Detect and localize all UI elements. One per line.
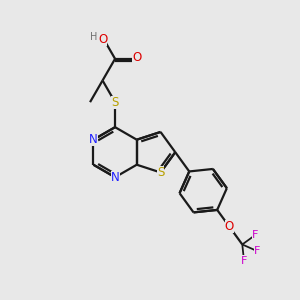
Text: H: H	[90, 32, 98, 42]
Text: O: O	[98, 33, 107, 46]
Text: N: N	[111, 171, 119, 184]
Text: F: F	[241, 256, 247, 266]
Text: O: O	[133, 51, 142, 64]
Text: S: S	[111, 96, 119, 109]
Text: F: F	[252, 230, 259, 240]
Text: N: N	[89, 133, 98, 146]
Text: O: O	[225, 220, 234, 233]
Text: S: S	[157, 166, 164, 179]
Text: F: F	[254, 246, 260, 256]
